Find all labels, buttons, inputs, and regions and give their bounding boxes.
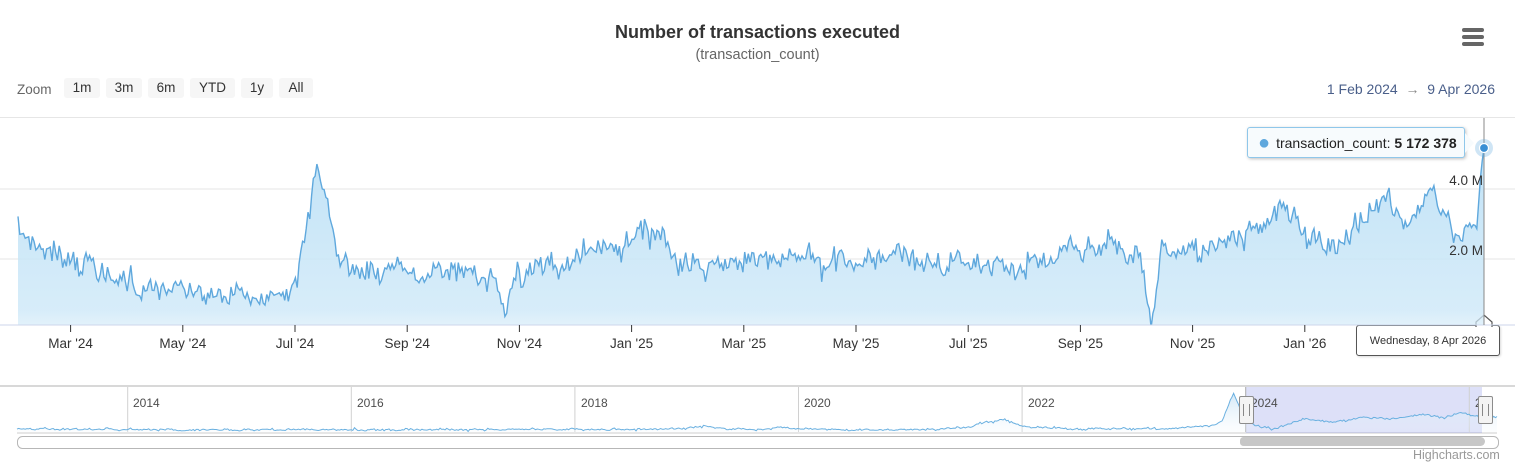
- svg-text:2022: 2022: [1028, 396, 1055, 410]
- svg-text:2020: 2020: [804, 396, 831, 410]
- svg-text:2014: 2014: [133, 396, 160, 410]
- svg-text:2016: 2016: [357, 396, 384, 410]
- svg-text:2018: 2018: [581, 396, 608, 410]
- svg-text:2024: 2024: [1251, 396, 1278, 410]
